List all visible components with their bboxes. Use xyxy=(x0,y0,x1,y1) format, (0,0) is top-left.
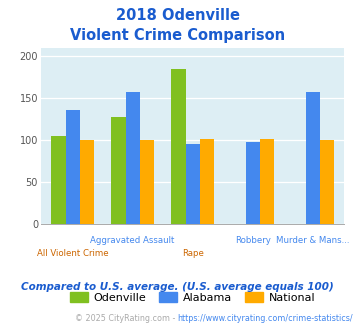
Text: 2018 Odenville: 2018 Odenville xyxy=(115,8,240,23)
Legend: Odenville, Alabama, National: Odenville, Alabama, National xyxy=(65,287,320,307)
Bar xyxy=(306,92,320,224)
Bar xyxy=(171,69,186,224)
Bar xyxy=(51,136,66,224)
Bar xyxy=(126,91,140,224)
Bar xyxy=(111,117,126,224)
Bar xyxy=(246,142,260,224)
Bar xyxy=(260,140,274,224)
Text: https://www.cityrating.com/crime-statistics/: https://www.cityrating.com/crime-statist… xyxy=(178,314,353,323)
Bar xyxy=(200,140,214,224)
Text: Compared to U.S. average. (U.S. average equals 100): Compared to U.S. average. (U.S. average … xyxy=(21,282,334,292)
Text: Robbery: Robbery xyxy=(235,236,271,245)
Bar xyxy=(80,140,94,224)
Bar xyxy=(66,110,80,224)
Bar xyxy=(186,144,200,224)
Text: Violent Crime Comparison: Violent Crime Comparison xyxy=(70,28,285,43)
Bar xyxy=(140,140,154,224)
Text: Aggravated Assault: Aggravated Assault xyxy=(91,236,175,245)
Text: Murder & Mans...: Murder & Mans... xyxy=(276,236,349,245)
Text: Rape: Rape xyxy=(182,249,203,258)
Bar xyxy=(320,140,334,224)
Text: © 2025 CityRating.com -: © 2025 CityRating.com - xyxy=(75,314,178,323)
Text: All Violent Crime: All Violent Crime xyxy=(37,249,108,258)
